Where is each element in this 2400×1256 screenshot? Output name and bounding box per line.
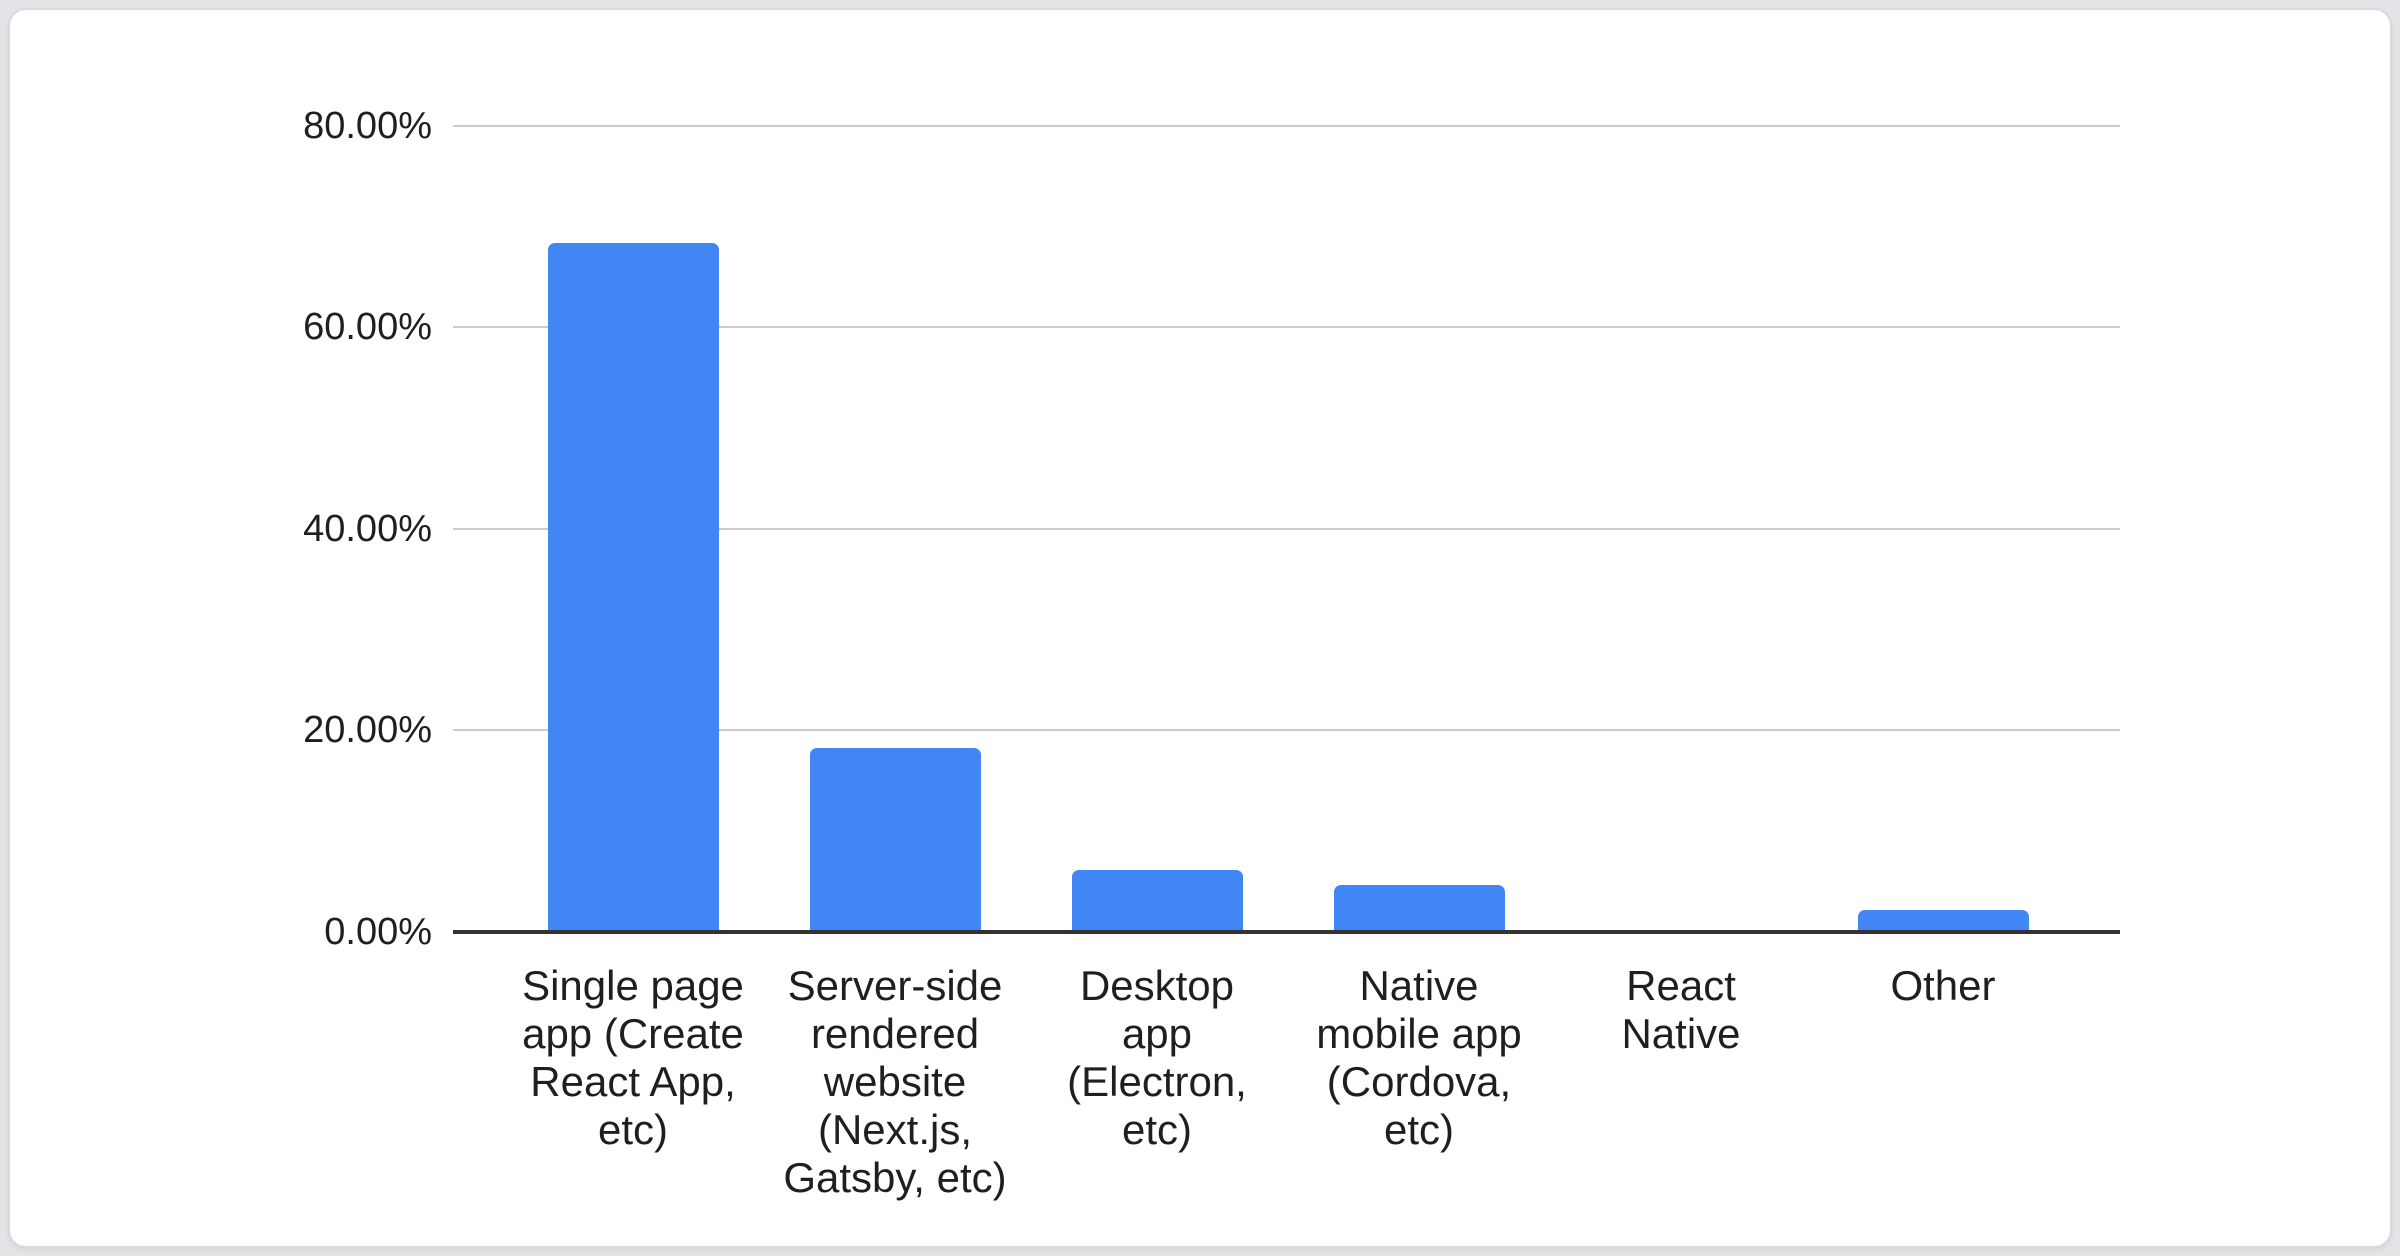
bar-6[interactable] xyxy=(1858,910,2029,932)
bar-2[interactable] xyxy=(810,748,981,932)
x-axis-category-label: Desktop app (Electron, etc) xyxy=(1067,962,1247,1153)
y-axis-tick-label: 20.00% xyxy=(303,709,432,752)
bar-chart: 80.00% 60.00% 40.00% 20.00% 0.00% Single page… xyxy=(10,10,2390,1246)
x-axis-category-label: Other xyxy=(1890,962,1996,1009)
x-axis-category-label: Server-side rendered website (Next.js, G… xyxy=(783,962,1007,1201)
bar-4[interactable] xyxy=(1334,885,1505,932)
x-axis-category-label: Native mobile app (Cordova, etc) xyxy=(1316,962,1522,1153)
gridline xyxy=(453,527,2120,530)
gridline xyxy=(453,326,2120,329)
x-axis-category-label: React Native xyxy=(1621,962,1741,1057)
x-axis-baseline xyxy=(453,930,2120,934)
chart-card: 80.00% 60.00% 40.00% 20.00% 0.00% Single page… xyxy=(8,8,2392,1248)
y-axis-tick-label: 40.00% xyxy=(303,507,432,550)
bar-1[interactable] xyxy=(548,243,719,932)
y-axis-tick-label: 80.00% xyxy=(303,104,432,147)
x-axis-category-label: Single page app (Create React App, etc) xyxy=(522,962,744,1153)
y-axis-tick-label: 60.00% xyxy=(303,306,432,349)
gridline xyxy=(453,124,2120,127)
bar-3[interactable] xyxy=(1072,870,1243,932)
gridline xyxy=(453,729,2120,732)
y-axis-tick-label: 0.00% xyxy=(324,911,432,953)
